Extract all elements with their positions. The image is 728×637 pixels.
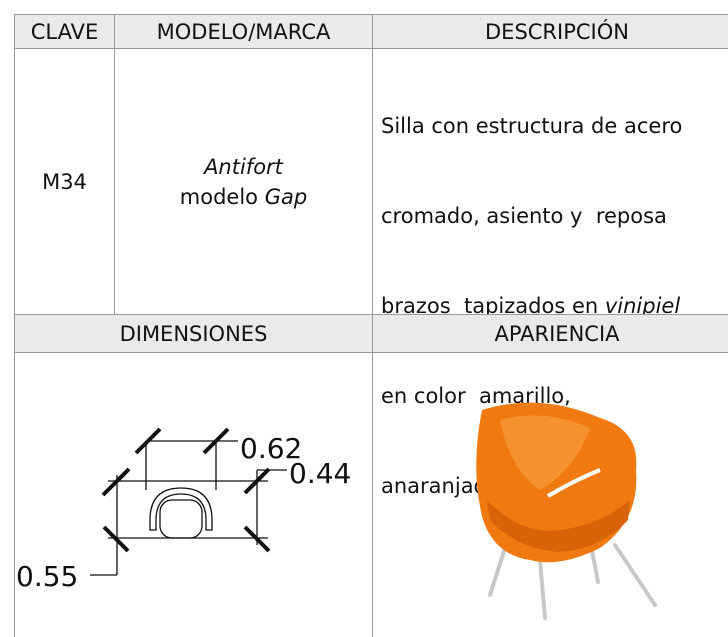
modelo: Antifort modelo Gap	[180, 152, 307, 212]
header-cell: CLAVE	[14, 14, 115, 49]
header-text: CLAVE	[30, 19, 99, 44]
model-prefix: modelo	[179, 184, 259, 209]
appearance-cell	[372, 352, 728, 637]
description-cell: Silla con estructura de acero cromado, a…	[372, 48, 728, 498]
header-text: APARIENCIA	[494, 321, 620, 346]
header-text: MODELO/MARCA	[156, 19, 331, 44]
header-text: DIMENSIONES	[119, 321, 268, 346]
dimension-label: 0.62	[240, 432, 302, 465]
description-line: Silla con estructura de acero	[381, 114, 683, 138]
chair-image	[476, 402, 657, 620]
brand: Antifort	[204, 154, 283, 179]
clave-cell: M34	[14, 48, 115, 315]
description-line: cromado, asiento y reposa	[381, 204, 667, 228]
model-name: Gap	[264, 184, 308, 209]
clave: M34	[42, 169, 87, 194]
dimension-ticks	[101, 427, 271, 553]
header-cell: APARIENCIA	[372, 314, 728, 353]
dimension-label: 0.44	[289, 457, 351, 490]
dimension-drawing	[90, 440, 287, 576]
header-text: DESCRIPCIÓN	[485, 19, 629, 44]
dimension-label: 0.55	[16, 560, 78, 593]
